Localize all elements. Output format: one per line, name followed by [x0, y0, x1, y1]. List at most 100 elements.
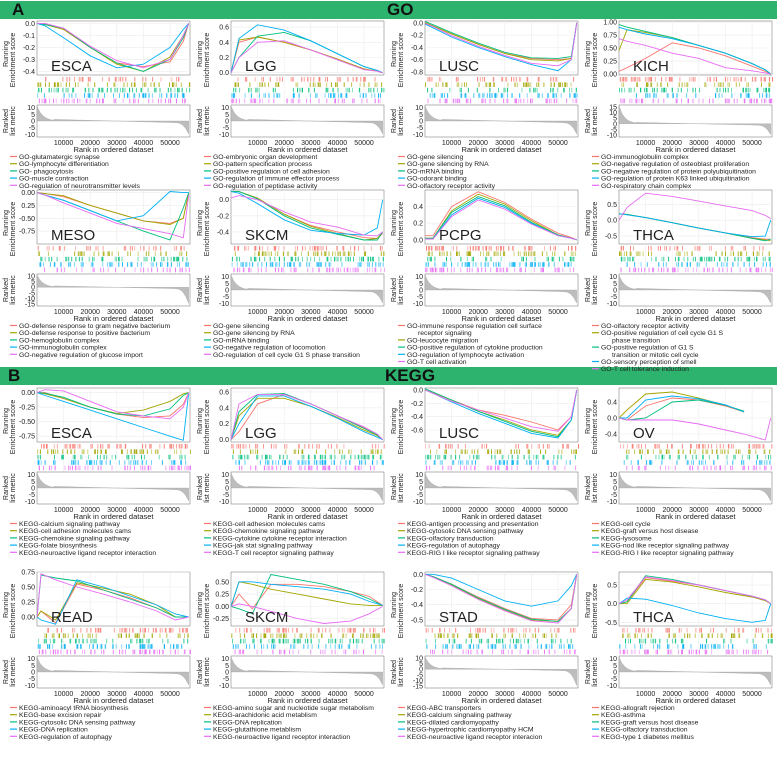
hit-mark: [180, 267, 182, 273]
hit-mark: [234, 93, 236, 98]
hit-mark: [379, 644, 381, 649]
es-axis-title: Enrichment score: [204, 33, 211, 88]
hit-mark: [76, 633, 78, 638]
hit-mark: [676, 460, 678, 465]
hit-mark: [102, 98, 103, 104]
hit-mark: [553, 87, 554, 93]
hit-mark: [352, 98, 354, 104]
hit-mark: [129, 98, 131, 104]
hit-mark: [362, 93, 364, 98]
hit-mark: [48, 256, 50, 262]
hit-mark: [698, 649, 700, 655]
hit-mark: [747, 649, 749, 655]
hit-mark: [324, 251, 326, 256]
hit-mark: [130, 460, 132, 465]
hit-mark: [524, 246, 526, 251]
hit-mark: [98, 87, 100, 93]
hit-mark: [46, 246, 48, 251]
hit-mark: [251, 633, 253, 638]
hit-mark: [766, 460, 768, 465]
hit-mark: [37, 454, 39, 460]
hit-mark: [264, 465, 266, 471]
hit-mark: [314, 251, 316, 256]
hit-mark: [269, 454, 270, 460]
hit-mark: [425, 444, 426, 449]
x-tick-label: 10000: [636, 691, 656, 698]
hit-mark: [124, 267, 126, 273]
hit-mark: [327, 77, 328, 82]
hit-mark: [80, 251, 82, 256]
hit-mark: [323, 465, 325, 471]
hit-mark: [117, 444, 119, 449]
hit-mark: [543, 262, 545, 267]
es-curve: [36, 573, 189, 621]
hit-mark: [692, 649, 694, 655]
hit-mark: [450, 454, 452, 460]
legend-label: GO-gene silencing by RNA: [213, 330, 295, 337]
hit-mark: [360, 449, 362, 454]
hit-mark: [72, 87, 74, 93]
hit-mark: [488, 251, 490, 256]
y-tick-label: 0.50: [603, 46, 617, 53]
hit-mark: [341, 262, 343, 267]
hit-mark: [176, 262, 178, 267]
hit-mark: [676, 93, 678, 98]
hit-mark: [545, 644, 547, 649]
hit-mark: [45, 444, 47, 449]
hit-mark: [37, 460, 39, 465]
hit-mark: [760, 649, 762, 655]
hit-mark: [253, 98, 255, 104]
x-tick-label: 10000: [442, 507, 462, 514]
hit-mark: [298, 638, 300, 644]
hit-mark: [372, 454, 374, 460]
hit-mark: [143, 633, 145, 638]
hit-mark: [490, 256, 492, 262]
hit-mark: [368, 87, 370, 93]
ranked-tick-label: 10: [27, 105, 35, 112]
hit-mark: [379, 262, 381, 267]
hit-mark: [345, 633, 347, 638]
hit-mark: [444, 93, 445, 98]
hit-mark: [134, 98, 136, 104]
hit-mark: [47, 449, 49, 454]
hit-mark: [362, 649, 364, 655]
hit-mark: [537, 649, 539, 655]
hit-mark: [379, 454, 381, 460]
hit-mark: [470, 465, 472, 471]
panel-cancer-label: LUSC: [439, 58, 479, 75]
hit-mark: [263, 444, 264, 449]
hit-mark: [764, 465, 765, 471]
hit-mark: [324, 77, 326, 82]
hit-mark: [563, 649, 565, 655]
hit-mark: [160, 77, 162, 82]
es-curve: [424, 22, 578, 72]
hit-mark: [759, 246, 761, 251]
hit-mark: [232, 444, 234, 449]
hit-mark: [364, 251, 365, 256]
hit-mark: [244, 460, 246, 465]
hit-mark: [734, 633, 736, 638]
hit-mark: [451, 465, 452, 471]
hit-mark: [650, 638, 652, 644]
hit-mark: [747, 82, 749, 87]
hit-mark: [268, 93, 270, 98]
hit-mark: [285, 449, 287, 454]
hit-mark: [519, 262, 521, 267]
hit-mark: [161, 93, 163, 98]
hit-mark: [575, 93, 577, 98]
hit-mark: [502, 77, 504, 82]
hit-mark: [709, 77, 711, 82]
hit-mark: [131, 454, 133, 460]
hit-mark: [443, 251, 445, 256]
hit-mark: [332, 638, 333, 644]
hit-mark: [53, 460, 55, 465]
hit-mark: [163, 256, 165, 262]
x-tick-label: 10000: [636, 507, 656, 514]
hit-mark: [160, 262, 162, 267]
hit-mark: [79, 465, 81, 471]
hit-mark: [439, 267, 441, 273]
hit-mark: [55, 82, 57, 87]
hit-mark: [635, 93, 637, 98]
hit-mark: [763, 444, 765, 449]
hit-mark: [503, 628, 505, 633]
